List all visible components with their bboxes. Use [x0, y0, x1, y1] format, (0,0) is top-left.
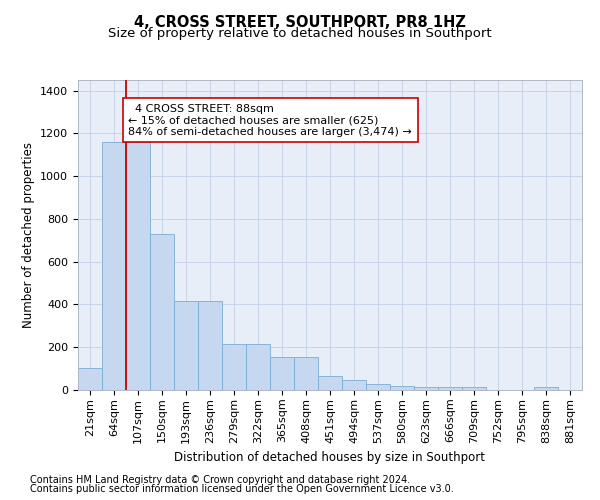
Bar: [174, 302, 198, 390]
Bar: [438, 387, 462, 390]
Y-axis label: Number of detached properties: Number of detached properties: [22, 142, 35, 328]
Bar: [318, 376, 342, 390]
Bar: [534, 387, 558, 390]
Bar: [462, 387, 486, 390]
Text: Contains public sector information licensed under the Open Government Licence v3: Contains public sector information licen…: [30, 484, 454, 494]
Bar: [126, 142, 150, 390]
Bar: [390, 386, 414, 390]
Bar: [102, 142, 126, 390]
Bar: [198, 302, 222, 390]
Text: 4 CROSS STREET: 88sqm
← 15% of detached houses are smaller (625)
84% of semi-det: 4 CROSS STREET: 88sqm ← 15% of detached …: [128, 104, 412, 136]
X-axis label: Distribution of detached houses by size in Southport: Distribution of detached houses by size …: [175, 451, 485, 464]
Bar: [246, 344, 270, 390]
Bar: [270, 357, 294, 390]
Text: 4, CROSS STREET, SOUTHPORT, PR8 1HZ: 4, CROSS STREET, SOUTHPORT, PR8 1HZ: [134, 15, 466, 30]
Bar: [222, 344, 246, 390]
Bar: [150, 234, 174, 390]
Bar: [342, 380, 366, 390]
Text: Size of property relative to detached houses in Southport: Size of property relative to detached ho…: [108, 28, 492, 40]
Bar: [366, 384, 390, 390]
Bar: [414, 387, 438, 390]
Bar: [78, 368, 102, 390]
Bar: [294, 357, 318, 390]
Text: Contains HM Land Registry data © Crown copyright and database right 2024.: Contains HM Land Registry data © Crown c…: [30, 475, 410, 485]
